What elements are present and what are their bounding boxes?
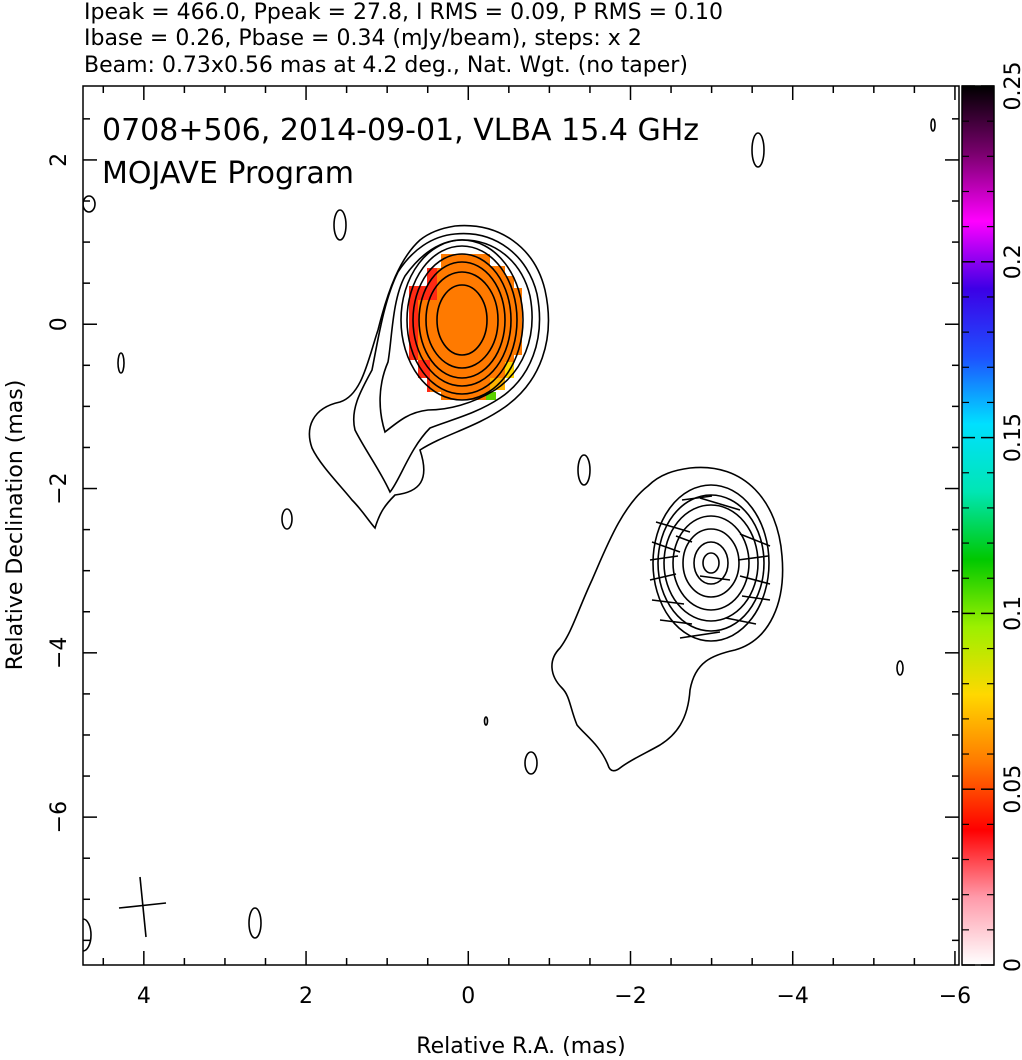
x-tick-label: 0: [461, 984, 475, 1009]
header-line-2: Ibase = 0.26, Pbase = 0.34 (mJy/beam), s…: [84, 26, 642, 51]
beam-marker: [118, 876, 167, 938]
y-axis: 2 0 −2 −4 −6: [47, 118, 959, 942]
map-subtitle: MOJAVE Program: [102, 156, 354, 191]
x-axis: 4 2 0 −2 −4 −6: [102, 86, 971, 1009]
y-tick-label: 0: [47, 317, 72, 331]
x-tick-label: 4: [137, 984, 151, 1009]
colorbar-tick-label: 0.25: [1001, 62, 1022, 111]
colorbar-gradient: [961, 85, 995, 966]
y-tick-label: 2: [47, 153, 72, 167]
header-line-3: Beam: 0.73x0.56 mas at 4.2 deg., Nat. Wg…: [84, 53, 688, 78]
contours: [83, 118, 936, 952]
x-tick-label: −6: [939, 984, 971, 1009]
header-line-1: Ipeak = 466.0, Ppeak = 27.8, I RMS = 0.0…: [84, 0, 723, 25]
x-tick-label: −4: [777, 984, 809, 1009]
y-tick-label: −2: [47, 472, 72, 504]
colorbar-tick-label: 0.1: [1001, 596, 1022, 631]
map-title: 0708+506, 2014-09-01, VLBA 15.4 GHz: [102, 113, 699, 148]
colorbar: 0 0.05 0.1 0.15 0.2 0.25: [961, 62, 1022, 972]
colorbar-tick-label: 0: [1001, 958, 1022, 972]
x-tick-label: −2: [614, 984, 646, 1009]
y-tick-label: −6: [47, 801, 72, 833]
x-tick-label: 2: [299, 984, 313, 1009]
polarization-vectors: [649, 495, 771, 639]
colorbar-tick-label: 0.2: [1001, 244, 1022, 279]
y-axis-label: Relative Declination (mas): [3, 380, 28, 671]
plot-frame: [82, 85, 960, 966]
y-tick-label: −4: [47, 637, 72, 669]
x-axis-label: Relative R.A. (mas): [416, 1034, 625, 1059]
colorbar-tick-label: 0.15: [1001, 413, 1022, 462]
colorbar-tick-label: 0.05: [1001, 765, 1022, 814]
polarization-fill: [409, 254, 522, 400]
